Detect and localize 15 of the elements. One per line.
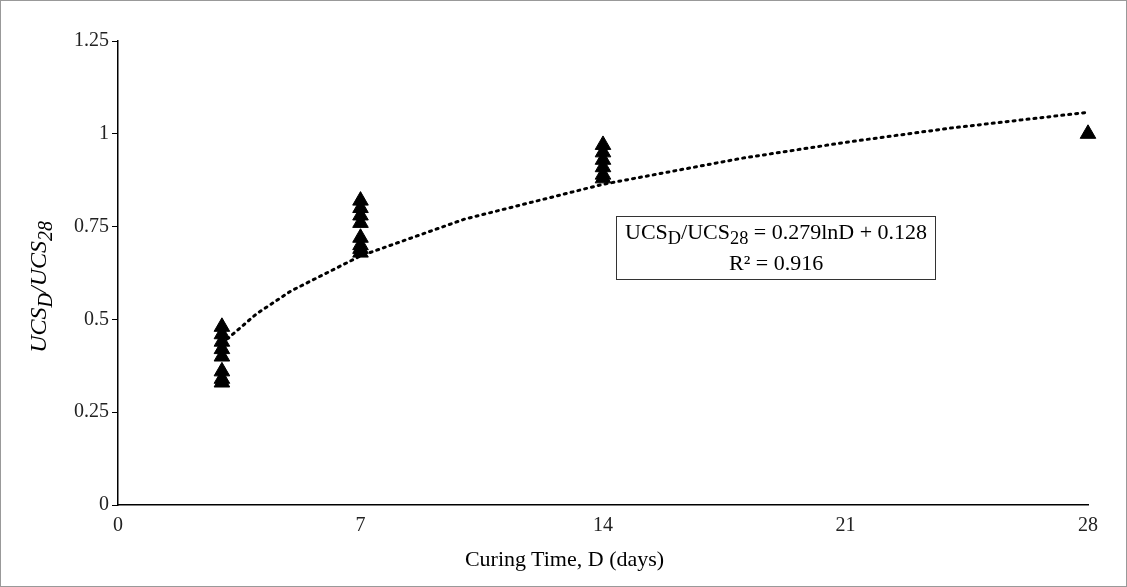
- y-tick-label: 0.75: [74, 213, 109, 236]
- x-tick-label: 0: [113, 513, 123, 536]
- y-tick-label: 1: [99, 121, 109, 144]
- x-axis-title: Curing Time, D (days): [463, 546, 666, 572]
- x-tick-label: 21: [835, 513, 856, 536]
- y-tick-label: 0: [99, 492, 109, 515]
- y-tick-label: 1.25: [74, 28, 109, 51]
- x-tick-label: 14: [593, 513, 613, 536]
- annotation: UCS$_{D}$/UCS$_{28}$ = 0.279lnD + 0.128: [625, 219, 928, 251]
- y-tick-label: 0.25: [74, 399, 109, 422]
- y-tick-label: 0.5: [84, 306, 109, 329]
- x-tick-label: 7: [355, 513, 366, 536]
- x-tick-label: 28: [1078, 513, 1098, 536]
- annotation: R² = 0.916: [727, 250, 825, 277]
- point: [1079, 124, 1097, 139]
